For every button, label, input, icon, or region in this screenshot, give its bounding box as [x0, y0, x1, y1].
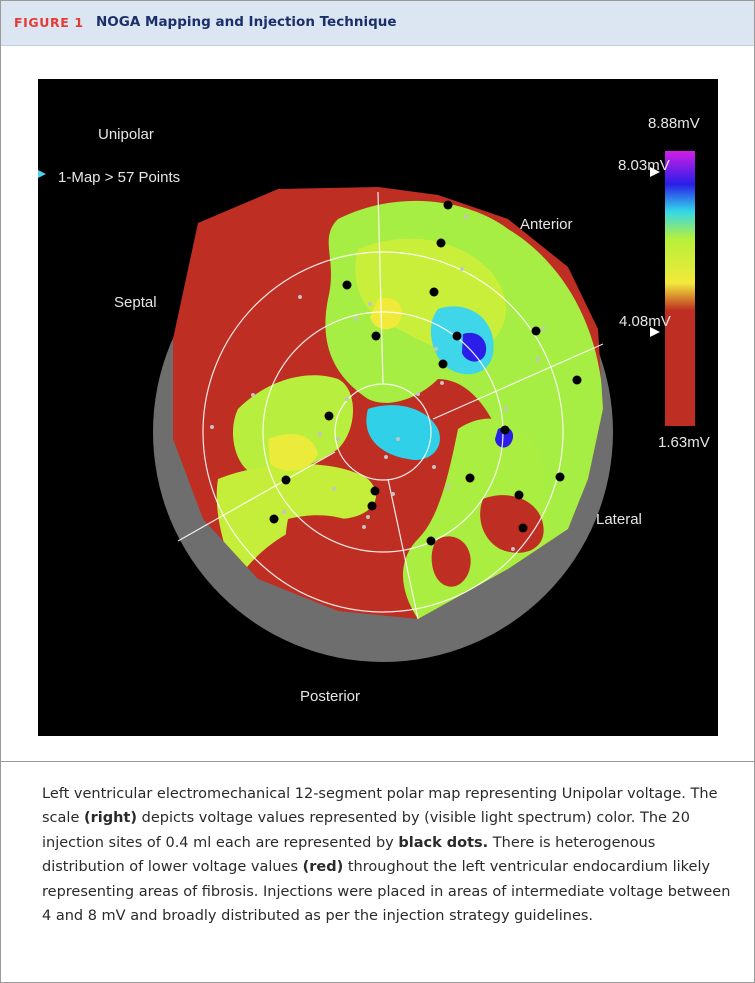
- label-anterior: Anterior: [520, 216, 573, 233]
- injection-site: [342, 280, 352, 290]
- caption-bold-black-dots: black dots.: [398, 834, 489, 851]
- figure-caption: Left ventricular electromechanical 12-se…: [42, 782, 732, 928]
- caption-bold-red: (red): [302, 859, 344, 876]
- scale-marker-upper: [650, 167, 660, 177]
- injection-site: [281, 475, 291, 485]
- injection-site: [429, 287, 439, 297]
- injection-site: [443, 200, 453, 210]
- injection-site: [370, 486, 380, 496]
- label-lateral: Lateral: [596, 511, 642, 528]
- polar-grid-ring-outer: [202, 251, 564, 613]
- injection-site: [531, 326, 541, 336]
- points-pointer-icon: [38, 170, 46, 178]
- noga-map-image: Unipolar 1-Map > 57 Points Anterior Sept…: [38, 79, 718, 736]
- injection-site: [572, 375, 582, 385]
- label-posterior: Posterior: [300, 688, 360, 705]
- injection-sites: [269, 200, 582, 546]
- caption-text: throughout the left ventricular endocard…: [42, 859, 731, 925]
- label-unipolar: Unipolar: [98, 126, 154, 143]
- injection-site: [324, 411, 334, 421]
- figure-label: FIGURE 1: [14, 15, 84, 30]
- injection-site: [367, 501, 377, 511]
- caption-text: Left ventricular electromechanical 12-se…: [42, 786, 718, 827]
- scale-upper-label: 8.03mV: [618, 157, 670, 174]
- caption-bold-right: (right): [83, 810, 137, 827]
- caption-text: There is heterogenous distribution of lo…: [42, 834, 656, 876]
- caption-divider: [1, 761, 754, 762]
- scale-min-label: 1.63mV: [658, 434, 710, 451]
- label-points: 1-Map > 57 Points: [58, 169, 180, 186]
- figure-title: NOGA Mapping and Injection Technique: [96, 14, 397, 30]
- scale-max-label: 8.88mV: [648, 115, 700, 132]
- figure-header: FIGURE 1 NOGA Mapping and Injection Tech…: [1, 1, 754, 46]
- caption-text: depicts voltage values represented by (v…: [42, 810, 691, 851]
- injection-site: [426, 536, 436, 546]
- injection-site: [452, 331, 462, 341]
- scale-lower-label: 4.08mV: [619, 313, 671, 330]
- voltage-scale-bar: [665, 151, 695, 426]
- injection-site: [371, 331, 381, 341]
- injection-site: [438, 359, 448, 369]
- injection-site: [555, 472, 565, 482]
- polar-grid-spokes: [177, 191, 604, 620]
- scale-marker-lower: [650, 327, 660, 337]
- injection-site: [500, 425, 510, 435]
- injection-site: [436, 238, 446, 248]
- sample-points: [210, 215, 545, 551]
- injection-site: [269, 514, 279, 524]
- injection-site: [465, 473, 475, 483]
- injection-site: [514, 490, 524, 500]
- label-septal: Septal: [114, 294, 157, 311]
- injection-site: [518, 523, 528, 533]
